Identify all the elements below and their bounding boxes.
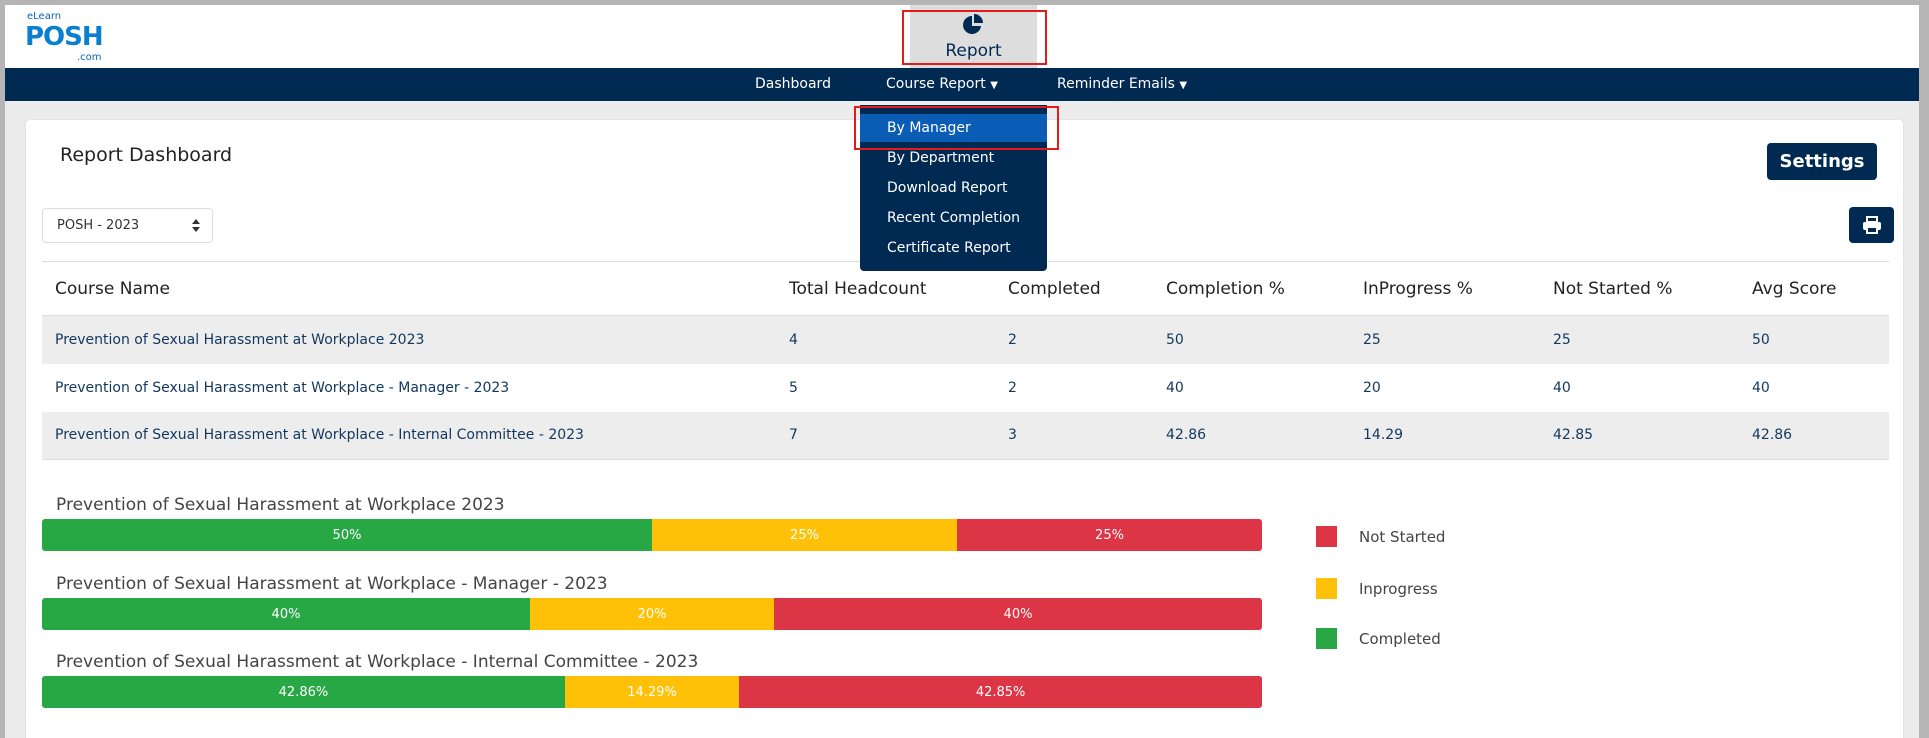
print-button[interactable] — [1849, 207, 1894, 243]
print-icon — [1862, 216, 1881, 234]
bar-title: Prevention of Sexual Harassment at Workp… — [56, 574, 608, 594]
col-not-started: Not Started % — [1553, 261, 1752, 316]
stacked-bar: 40% 20% 40% — [42, 598, 1262, 630]
legend-swatch — [1316, 526, 1337, 547]
chevron-down-icon: ▼ — [1179, 80, 1188, 91]
cell: 14.29 — [1363, 411, 1553, 460]
header: eLearn POSH .com Report — [5, 5, 1919, 68]
stacked-bar: 42.86% 14.29% 42.85% — [42, 676, 1262, 708]
report-tab-label: Report — [945, 41, 1002, 61]
course-report-dropdown: By Manager By Department Download Report… — [860, 105, 1047, 271]
table-row: Prevention of Sexual Harassment at Workp… — [42, 411, 1889, 460]
cell: 25 — [1363, 315, 1553, 364]
logo[interactable]: eLearn POSH .com — [25, 11, 104, 63]
nav-dashboard[interactable]: Dashboard — [755, 76, 831, 92]
cell: 50 — [1166, 315, 1363, 364]
legend-label: Inprogress — [1359, 579, 1438, 598]
cell: 5 — [789, 379, 798, 396]
bar-segment-not-started: 40% — [774, 598, 1262, 630]
bar-segment-inprogress: 14.29% — [564, 676, 740, 708]
bar-segment-completed: 42.86% — [42, 676, 565, 708]
cell: Prevention of Sexual Harassment at Workp… — [42, 411, 789, 460]
settings-button[interactable]: Settings — [1767, 143, 1877, 180]
legend-swatch — [1316, 578, 1337, 599]
highlight-box — [854, 106, 1059, 150]
bar-segment-completed: 40% — [42, 598, 530, 630]
page-title: Report Dashboard — [60, 144, 233, 166]
pie-chart-icon — [963, 14, 983, 34]
table-row: Prevention of Sexual Harassment at Workp… — [42, 315, 1889, 364]
col-avg-score: Avg Score — [1752, 261, 1889, 316]
cell: Prevention of Sexual Harassment at Workp… — [42, 315, 789, 364]
legend-label: Completed — [1359, 629, 1441, 648]
chevron-down-icon: ▼ — [990, 80, 998, 91]
legend-label: Not Started — [1359, 527, 1446, 546]
bar-segment-not-started: 42.85% — [739, 676, 1262, 708]
bar-title: Prevention of Sexual Harassment at Workp… — [56, 652, 699, 672]
bar-segment-inprogress: 25% — [652, 519, 957, 551]
report-card: Report Dashboard Settings POSH - 2023 Co… — [25, 119, 1904, 738]
cell: Prevention of Sexual Harassment at Workp… — [55, 379, 510, 396]
cell: 20 — [1363, 379, 1381, 396]
bar-title: Prevention of Sexual Harassment at Workp… — [56, 495, 505, 515]
cell: 40 — [1553, 379, 1571, 396]
cell: 3 — [1008, 411, 1166, 460]
cell: 42.86 — [1166, 411, 1363, 460]
nav-course-report[interactable]: Course Report ▼ — [886, 76, 998, 92]
nav-reminder-emails[interactable]: Reminder Emails ▼ — [1057, 76, 1188, 92]
menu-item-download-report[interactable]: Download Report — [887, 180, 1008, 196]
highlight-box — [902, 10, 1047, 65]
legend-item: Completed — [1316, 628, 1441, 649]
bar-segment-completed: 50% — [42, 519, 652, 551]
sort-icon — [192, 219, 200, 232]
cell: 50 — [1752, 315, 1889, 364]
cell: 25 — [1553, 315, 1752, 364]
legend-swatch — [1316, 628, 1337, 649]
menu-item-recent-completion[interactable]: Recent Completion — [887, 210, 1021, 226]
course-year-select[interactable]: POSH - 2023 — [42, 208, 213, 243]
cell: 40 — [1166, 379, 1184, 396]
cell: 4 — [789, 315, 1008, 364]
cell: 7 — [789, 411, 1008, 460]
col-course-name: Course Name — [42, 261, 789, 316]
menu-item-by-department[interactable]: By Department — [887, 150, 995, 166]
legend-item: Not Started — [1316, 526, 1445, 547]
menu-item-by-manager[interactable]: By Manager — [860, 114, 1047, 142]
navbar: Dashboard Course Report ▼ Reminder Email… — [5, 68, 1919, 101]
bar-segment-inprogress: 20% — [530, 598, 774, 630]
cell: 2 — [1008, 315, 1166, 364]
course-report-table: Course Name Total Headcount Completed Co… — [42, 261, 1889, 460]
menu-item-certificate-report[interactable]: Certificate Report — [887, 240, 1011, 256]
report-tab[interactable]: Report — [910, 5, 1037, 68]
legend-item: Inprogress — [1316, 578, 1438, 599]
cell: 40 — [1752, 379, 1770, 396]
cell: 2 — [1008, 379, 1017, 396]
table-row: Prevention of Sexual Harassment at Workp… — [42, 364, 1889, 412]
cell: 42.85 — [1553, 411, 1752, 460]
cell: 42.86 — [1752, 411, 1889, 460]
col-completion: Completion % — [1166, 261, 1363, 316]
col-inprogress: InProgress % — [1363, 261, 1553, 316]
bar-segment-not-started: 25% — [957, 519, 1262, 551]
stacked-bar: 50% 25% 25% — [42, 519, 1262, 551]
